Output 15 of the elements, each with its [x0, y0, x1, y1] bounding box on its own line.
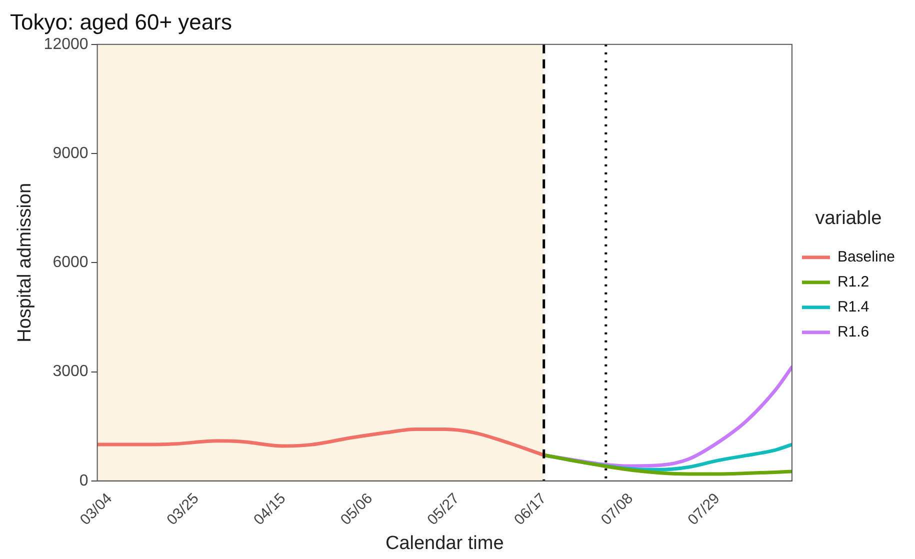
legend-label: R1.4 [837, 298, 870, 316]
y-tick-label: 6000 [52, 254, 88, 272]
y-tick-label: 0 [79, 472, 88, 490]
y-tick-label: 3000 [52, 363, 88, 380]
legend-title: variable [815, 208, 882, 229]
x-axis-title: Calendar time [385, 532, 504, 554]
y-axis-title: Hospital admission [14, 182, 36, 342]
chart-title: Tokyo: aged 60+ years [10, 9, 232, 34]
line-series [542, 453, 792, 476]
legend-label: R1.2 [837, 274, 870, 291]
line-series [97, 428, 546, 457]
y-tick-label: 9000 [52, 144, 88, 162]
legend-label: R1.6 [837, 324, 870, 341]
legend-label: Baseline [837, 248, 896, 266]
y-tick-label: 12000 [44, 36, 88, 53]
